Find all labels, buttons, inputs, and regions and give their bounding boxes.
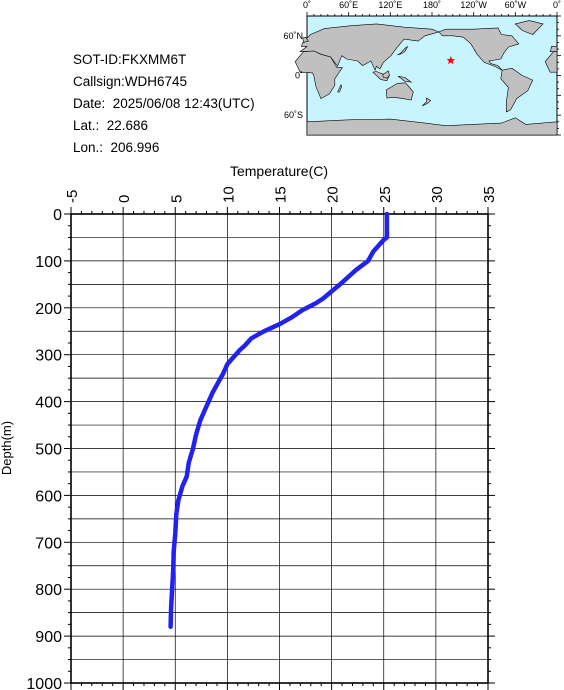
y-axis-title: Depth(m) [0,421,14,475]
map-lat-label: 60˚S [284,110,303,120]
map-lon-label: 0˚ [303,0,311,10]
map-lat-label: 0˚ [295,71,303,81]
world-map: 0˚ 60˚E 120˚E 180˚ 120˚W 60˚W 0˚ 60˚N 0˚ 60˚S [283,0,561,136]
y-tick-label: 800 [35,582,62,599]
y-tick-label: 400 [35,395,62,412]
map-lon-label: 180˚ [423,0,441,10]
x-tick-label: 25 [377,186,394,203]
y-tick-label: 700 [35,535,62,552]
x-tick-label: 10 [220,186,237,203]
y-tick-label: 200 [35,301,62,318]
date-label: Date: 2025/06/08 12:43(UTC) [73,96,255,111]
y-tick-label: 300 [35,348,62,365]
africa-landmass [294,50,343,100]
borneo-landmass [382,70,390,79]
japan-landmass [397,46,408,56]
asia-landmass [299,23,440,72]
map-lon-label: 60˚W [505,0,527,10]
y-tick-label: 1000 [26,676,62,690]
x-tick-label: -5 [64,190,81,203]
newguinea-landmass [397,75,413,83]
madagascar-landmass [337,84,343,93]
temperature-profile-line [168,211,390,629]
map-lon-label: 0˚ [553,0,561,10]
y-tick-label: 0 [53,207,62,224]
y-tick-label: 500 [35,442,62,459]
antarctica-landmass [306,117,558,136]
callsign-label: Callsign:WDH6745 [73,74,188,89]
x-tick-label: 30 [429,186,446,203]
y-tick-label: 600 [35,488,62,505]
x-tick-label: 20 [325,186,342,203]
lon-label: Lon.: 206.996 [73,140,160,155]
map-lon-label: 60˚E [339,0,358,10]
sot-id-label: SOT-ID:FKXMM6T [73,52,187,67]
map-lat-label: 60˚N [283,31,303,41]
south-america-landmass [500,67,534,113]
x-tick-label: 0 [116,195,133,203]
y-tick-label: 900 [35,629,62,646]
x-tick-label: 5 [168,195,185,203]
greenland-landmass [514,20,544,35]
x-tick-label: 15 [273,186,290,203]
lat-label: Lat.: 22.686 [73,118,149,133]
map-lon-label: 120˚W [460,0,487,10]
north-america-landmass [438,27,520,71]
uk-landmass [302,36,309,43]
newzealand-landmass [422,97,432,107]
location-star-icon [446,56,455,65]
australia-landmass [385,82,414,101]
x-axis-title: Temperature(C) [230,163,328,179]
map-lon-label: 120˚E [378,0,402,10]
y-tick-label: 100 [35,254,62,271]
x-tick-label: 35 [481,186,498,203]
